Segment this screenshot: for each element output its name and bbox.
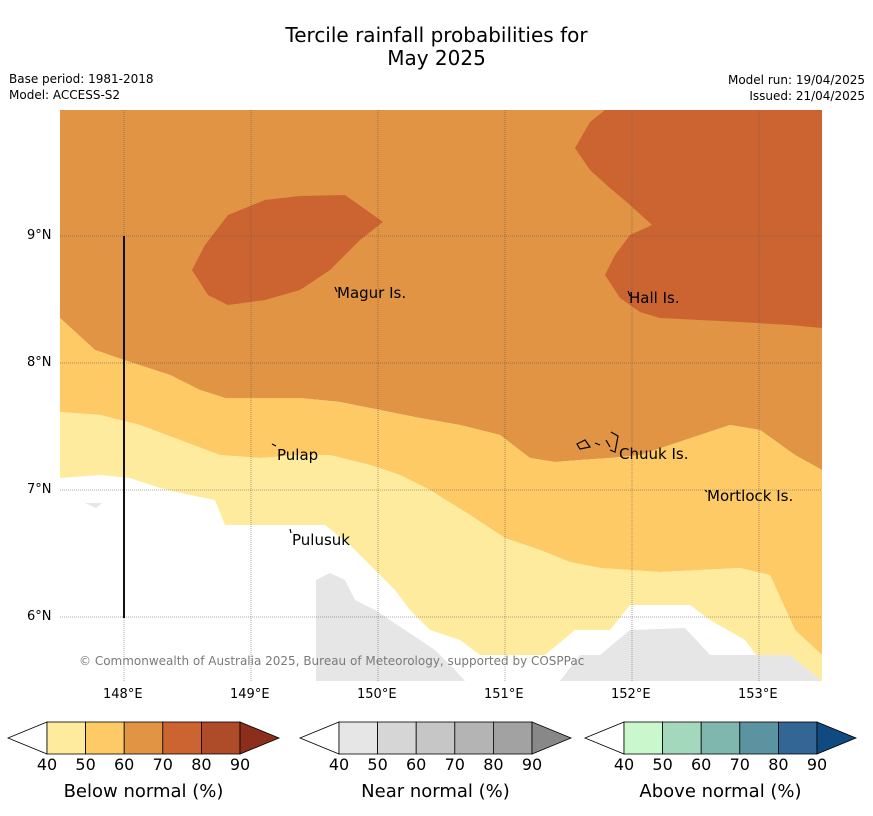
colorbar-segment [377, 721, 417, 755]
base-period: Base period: 1981-2018 [9, 72, 154, 86]
colorbar-segment [492, 721, 533, 755]
copyright-text: © Commonwealth of Australia 2025, Bureau… [79, 654, 585, 668]
colorbar-segment [85, 721, 125, 755]
legend-tick-label: 50 [652, 755, 673, 774]
legend-title-near: Near normal (%) [361, 781, 510, 802]
colorbar-min-extension [6, 721, 48, 755]
legend-tick-label: 80 [191, 755, 212, 774]
legend-tick-label: 50 [75, 755, 96, 774]
lon-tick-153e: 153°E [738, 687, 778, 702]
legend-tick-label: 70 [444, 755, 465, 774]
colorbar-segment [778, 721, 818, 755]
region-near-40-c [85, 503, 102, 508]
colorbar-segment [415, 721, 456, 755]
colorbar-above-normal [583, 721, 858, 755]
lon-tick-151e: 151°E [484, 687, 524, 702]
legend-tick-label: 70 [152, 755, 173, 774]
colorbar-min-extension [583, 721, 625, 755]
colorbar-max-extension [816, 721, 858, 755]
lat-tick-6n: 6°N [27, 609, 52, 624]
place-magur: Magur Is. [337, 284, 407, 302]
region-below-70-east [575, 110, 822, 328]
legend-tick-label: 60 [691, 755, 712, 774]
colorbar-segment [338, 721, 378, 755]
title-line-1: Tercile rainfall probabilities for [285, 23, 588, 47]
legend-tick-label: 40 [613, 755, 635, 774]
issued-date: Issued: 21/04/2025 [749, 89, 865, 103]
map-area [60, 110, 822, 681]
lon-tick-150e: 150°E [357, 687, 397, 702]
meta-left: Base period: 1981-2018 Model: ACCESS-S2 [9, 71, 154, 103]
legend-tick-label: 50 [367, 755, 388, 774]
legend-tick-label: 90 [521, 755, 543, 774]
legend-tick-label: 80 [483, 755, 504, 774]
colorbar-segment [623, 721, 663, 755]
colorbar-segment [46, 721, 86, 755]
region-near-40-a [316, 573, 465, 681]
place-hall: Hall Is. [629, 289, 680, 307]
colorbar-segment [200, 721, 241, 755]
place-pulusuk: Pulusuk [292, 531, 350, 549]
model-name: Model: ACCESS-S2 [9, 88, 121, 102]
legend-tick-label: 40 [36, 755, 58, 774]
legend-tick-label: 40 [328, 755, 350, 774]
region-below-50 [60, 318, 822, 655]
colorbar-segment [162, 721, 202, 755]
lon-tick-148e: 148°E [103, 687, 143, 702]
colorbar-below-normal [6, 721, 281, 755]
colorbar-max-extension [239, 721, 281, 755]
lon-tick-152e: 152°E [611, 687, 651, 702]
lat-tick-9n: 9°N [27, 228, 52, 243]
lat-tick-7n: 7°N [27, 482, 52, 497]
colorbar-segment [123, 721, 164, 755]
legend-colorbars [6, 721, 858, 755]
region-below-40 [60, 412, 822, 681]
colorbar-segment [662, 721, 702, 755]
legend-tick-label: 90 [229, 755, 251, 774]
colorbar-segment [454, 721, 494, 755]
region-below-70-west [192, 195, 383, 305]
legend-tick-label: 80 [768, 755, 789, 774]
chart-title: Tercile rainfall probabilities for May 2… [0, 24, 873, 70]
legend-tick-label: 60 [114, 755, 135, 774]
lon-tick-149e: 149°E [230, 687, 270, 702]
place-mortlock: Mortlock Is. [707, 487, 794, 505]
legend-tick-label: 70 [729, 755, 750, 774]
legend-tick-label: 90 [806, 755, 828, 774]
meta-right: Model run: 19/04/2025 Issued: 21/04/2025 [728, 72, 865, 104]
colorbar-min-extension [298, 721, 340, 755]
colorbar-segment [700, 721, 741, 755]
place-chuuk: Chuuk Is. [619, 445, 689, 463]
gridlines [60, 110, 822, 681]
colorbar-segment [739, 721, 779, 755]
island-marks [271, 286, 708, 534]
colorbar-near-normal [298, 721, 573, 755]
legend-tick-label: 60 [406, 755, 427, 774]
colorbar-max-extension [531, 721, 573, 755]
region-near-40-b [560, 628, 822, 681]
legend-title-above: Above normal (%) [639, 781, 802, 802]
place-pulap: Pulap [277, 446, 319, 464]
model-run: Model run: 19/04/2025 [727, 73, 865, 87]
legend-title-below: Below normal (%) [63, 781, 224, 802]
title-line-2: May 2025 [387, 46, 486, 70]
lat-tick-8n: 8°N [27, 355, 52, 370]
